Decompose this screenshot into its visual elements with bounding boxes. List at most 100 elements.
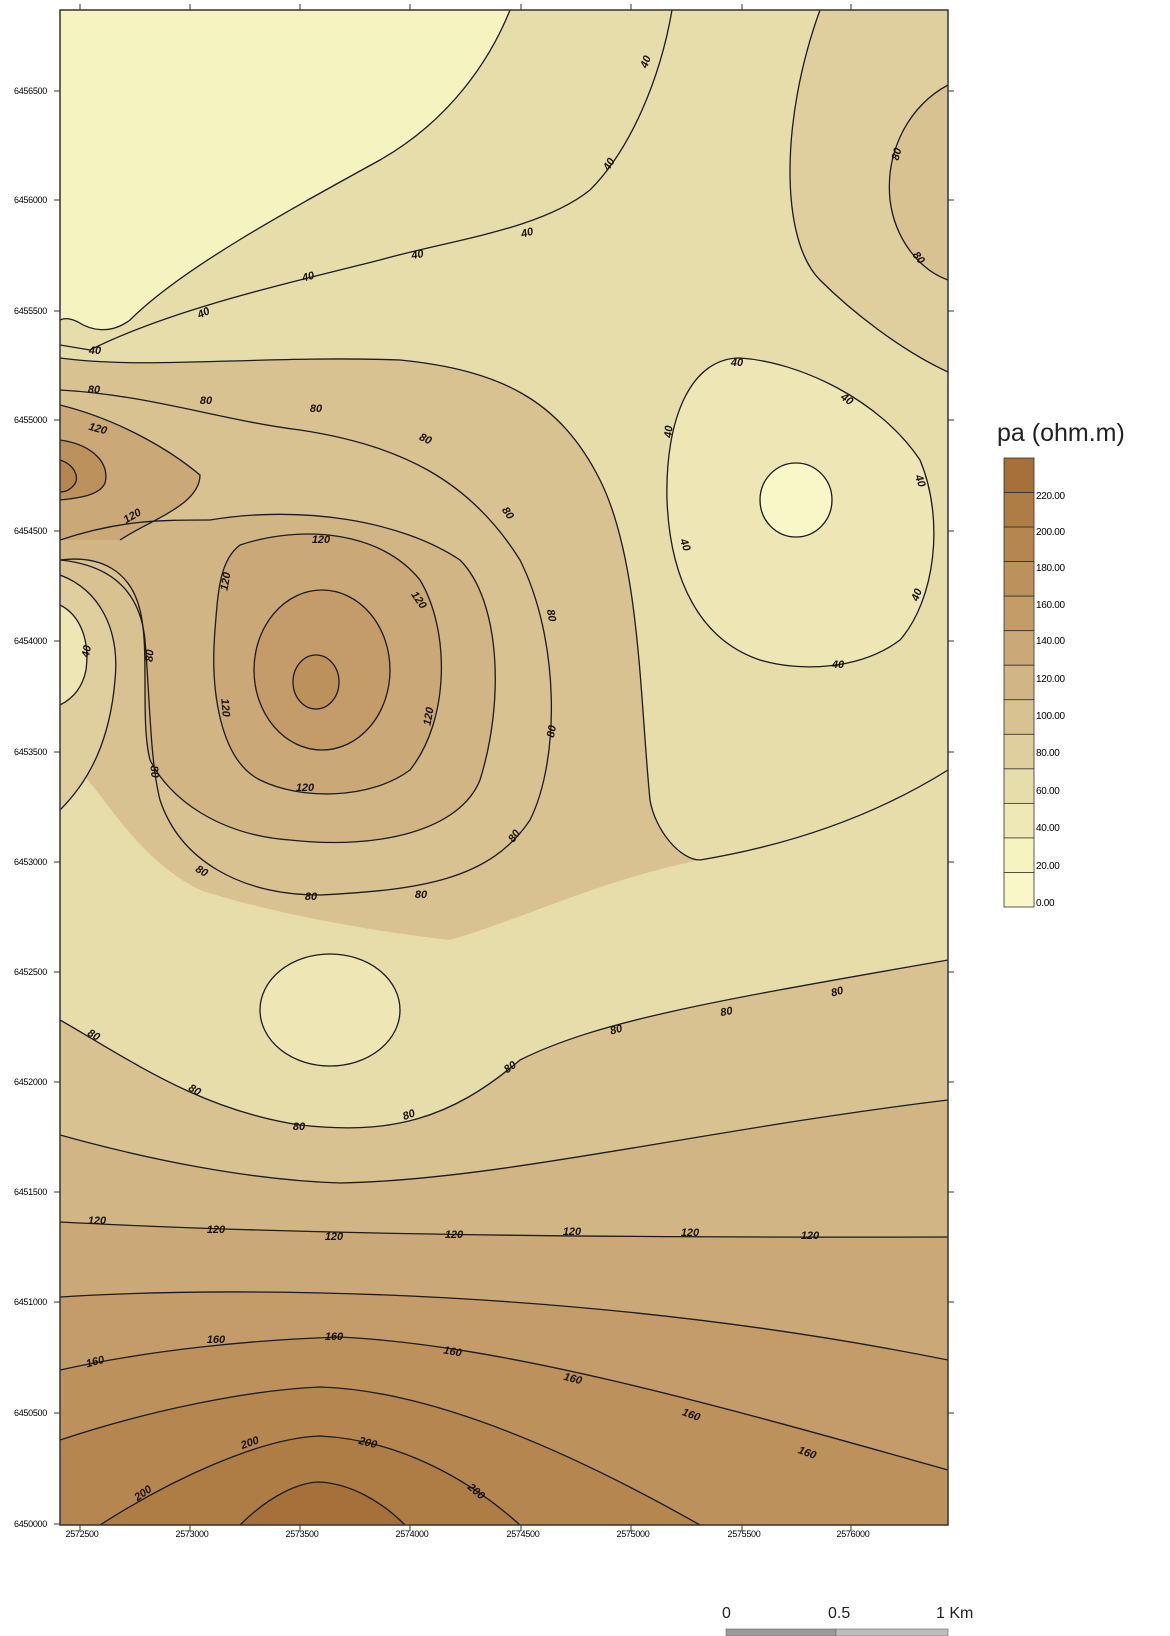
legend-swatch <box>1003 561 1035 597</box>
y-tick-label: 6455000 <box>14 415 47 425</box>
contour-label: 40 <box>409 248 425 262</box>
x-tick-label: 2575500 <box>728 1529 761 1539</box>
contour-label: 40 <box>88 345 102 357</box>
contour-label: 40 <box>677 536 693 553</box>
band-160-180-center <box>293 655 339 709</box>
contour-label: 80 <box>200 395 213 407</box>
legend: pa (ohm.m) 220.00 200.00 180.00 160.00 1… <box>997 419 1125 909</box>
legend-label: 180.00 <box>1036 563 1066 574</box>
contour-labels: 40 40 40 40 40 40 40 40 40 40 40 40 40 4… <box>80 53 928 1504</box>
legend-swatch <box>1003 872 1035 908</box>
x-tick-label: 2575000 <box>617 1529 650 1539</box>
map-frame <box>59 9 949 1526</box>
x-tick-label: 2573000 <box>176 1529 209 1539</box>
contour-label: 120 <box>563 1226 582 1238</box>
y-tick-label: 6453500 <box>14 747 47 757</box>
contour-label: 160 <box>85 1354 107 1371</box>
contour-label: 80 <box>544 608 558 623</box>
legend-swatch <box>1003 630 1035 666</box>
legend-swatch <box>1003 664 1035 701</box>
scale-label-end: 1 Km <box>936 1605 973 1622</box>
y-tick-label: 6454000 <box>14 636 47 646</box>
contour-label: 120 <box>88 1215 107 1227</box>
contour-label: 160 <box>562 1371 584 1388</box>
contour-label: 40 <box>730 357 744 369</box>
legend-swatch <box>1003 802 1035 839</box>
y-axis-labels: 6456500 6456000 6455500 6455000 6454500 … <box>14 86 48 1529</box>
contour-label: 40 <box>831 659 845 671</box>
scale-label-mid: 0.5 <box>828 1605 850 1622</box>
contour-label: 40 <box>662 424 675 439</box>
x-tick-label: 2573500 <box>286 1529 319 1539</box>
legend-swatch <box>1003 733 1035 770</box>
legend-swatch <box>1003 699 1035 735</box>
scale-bar-segment <box>725 1628 837 1636</box>
contour-label: 80 <box>545 724 559 739</box>
contour-label: 40 <box>195 305 213 322</box>
y-tick-label: 6451000 <box>14 1297 47 1307</box>
y-tick-label: 6451500 <box>14 1187 47 1197</box>
legend-label: 120.00 <box>1036 674 1066 685</box>
legend-label: 40.00 <box>1036 823 1060 834</box>
contour-label: 40 <box>912 472 928 489</box>
scale-label-start: 0 <box>722 1605 731 1622</box>
contour-label: 80 <box>310 403 323 415</box>
legend-color-bar <box>1003 457 1035 908</box>
contour-label: 160 <box>442 1345 463 1360</box>
contour-label: 80 <box>144 648 157 662</box>
contour-label: 120 <box>681 1227 700 1239</box>
filled-contour-bands <box>60 10 948 1525</box>
band-60-80-top-right <box>790 10 948 372</box>
contour-label: 80 <box>305 891 318 903</box>
x-axis-labels: 2572500 2573000 2573500 2574000 2574500 … <box>66 1529 871 1539</box>
x-tick-label: 2576000 <box>837 1529 870 1539</box>
legend-swatch <box>1003 457 1035 493</box>
legend-swatch <box>1003 492 1035 528</box>
legend-label: 140.00 <box>1036 636 1066 647</box>
contour-label: 160 <box>325 1331 344 1343</box>
contour-label: 120 <box>445 1229 464 1241</box>
contour-label: 80 <box>609 1022 625 1037</box>
band-0-20-right <box>760 463 832 537</box>
contour-label: 80 <box>890 146 905 162</box>
contour-label: 80 <box>401 1107 417 1123</box>
y-tick-label: 6455500 <box>14 306 47 316</box>
contour-label: 120 <box>218 698 232 718</box>
y-axis <box>54 90 954 1525</box>
contour-label: 120 <box>422 706 437 727</box>
legend-swatch <box>1003 837 1035 873</box>
scale-bar: 0 0.5 1 Km <box>722 1605 973 1636</box>
legend-label: 100.00 <box>1036 711 1066 722</box>
legend-swatch <box>1003 595 1035 632</box>
y-tick-label: 6456000 <box>14 195 47 205</box>
y-tick-label: 6450500 <box>14 1408 47 1418</box>
contour-lines <box>60 10 948 1525</box>
contour-label: 80 <box>417 431 434 447</box>
contour-label: 120 <box>207 1224 226 1236</box>
legend-label: 60.00 <box>1036 786 1060 797</box>
contour-label: 80 <box>719 1005 734 1019</box>
contour-label: 40 <box>638 53 654 70</box>
contour-label: 120 <box>219 571 234 592</box>
band-20-40-top-left <box>60 10 510 330</box>
contour-label: 40 <box>909 586 925 603</box>
y-tick-label: 6454500 <box>14 526 47 536</box>
contour-label: 160 <box>207 1334 226 1346</box>
legend-label: 160.00 <box>1036 600 1066 611</box>
legend-swatch <box>1003 768 1035 804</box>
contour-label: 120 <box>296 782 315 794</box>
x-axis <box>79 4 852 1531</box>
band-20-40-middle <box>260 954 400 1066</box>
x-tick-label: 2572500 <box>66 1529 99 1539</box>
legend-labels: 220.00 200.00 180.00 160.00 140.00 120.0… <box>1036 491 1066 909</box>
y-tick-label: 6450000 <box>14 1519 47 1529</box>
band-40-60-left-low <box>60 605 87 705</box>
contour-label: 120 <box>325 1231 344 1243</box>
y-tick-label: 6453000 <box>14 857 47 867</box>
legend-label: 80.00 <box>1036 748 1060 759</box>
band-80-100-top-right <box>889 85 948 280</box>
legend-label: 0.00 <box>1036 898 1055 909</box>
contour-label: 80 <box>830 984 846 999</box>
legend-title: pa (ohm.m) <box>997 419 1125 447</box>
